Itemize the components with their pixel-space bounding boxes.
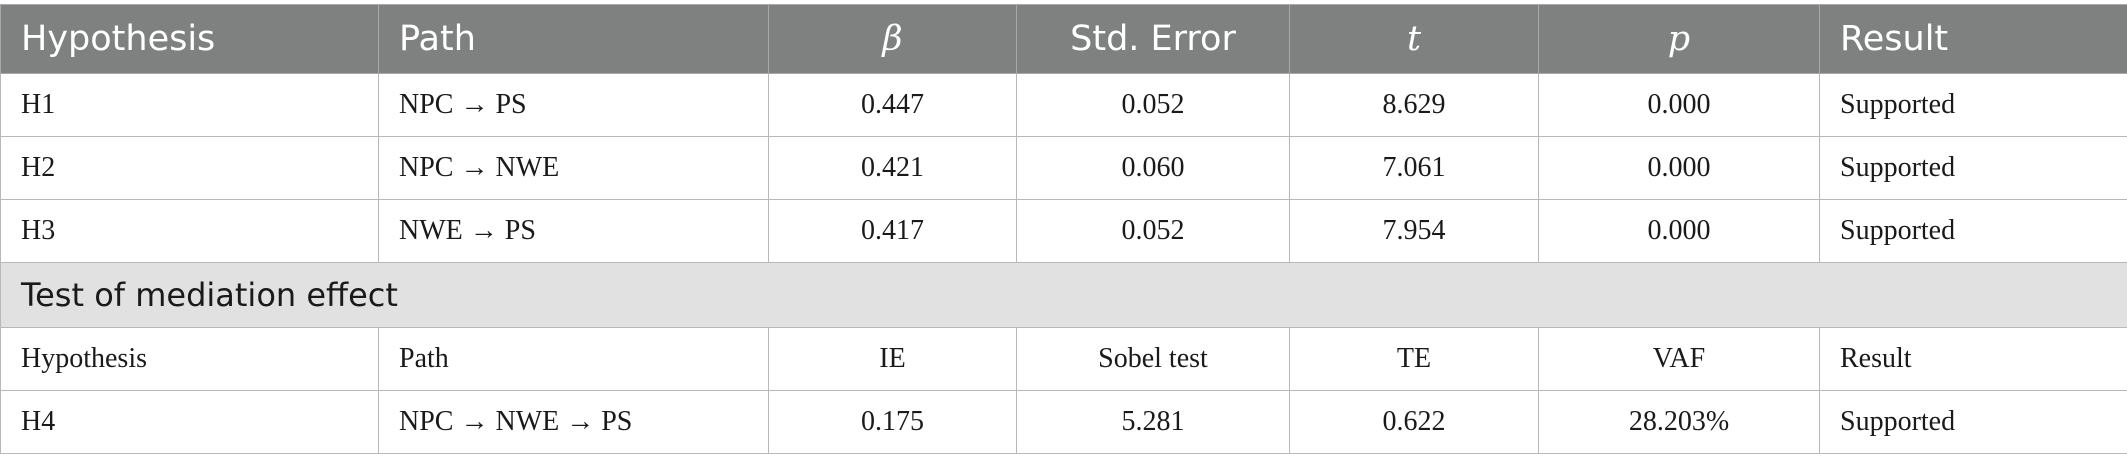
cell-sobel-test: 5.281 bbox=[1016, 390, 1290, 454]
cell-hypothesis: H4 bbox=[0, 390, 379, 454]
cell-t: 8.629 bbox=[1289, 73, 1539, 137]
table-row: H1 NPC → PS 0.447 0.052 8.629 0.000 Supp… bbox=[0, 73, 2127, 137]
mediation-header-te: TE bbox=[1289, 327, 1539, 391]
mediation-header-row: Hypothesis Path IE Sobel test TE VAF Res… bbox=[0, 327, 2127, 391]
cell-p: 0.000 bbox=[1538, 199, 1820, 263]
mediation-header-hypothesis: Hypothesis bbox=[0, 327, 379, 391]
header-p: p bbox=[1538, 4, 1820, 74]
cell-t: 7.954 bbox=[1289, 199, 1539, 263]
cell-std-error: 0.060 bbox=[1016, 136, 1290, 200]
header-path: Path bbox=[378, 4, 769, 74]
table-row: H4 NPC → NWE → PS 0.175 5.281 0.622 28.2… bbox=[0, 390, 2127, 454]
cell-vaf: 28.203% bbox=[1538, 390, 1820, 454]
cell-beta: 0.421 bbox=[768, 136, 1017, 200]
table-header-row: Hypothesis Path β Std. Error t p Result bbox=[0, 4, 2127, 74]
cell-p: 0.000 bbox=[1538, 73, 1820, 137]
cell-beta: 0.447 bbox=[768, 73, 1017, 137]
cell-hypothesis: H1 bbox=[0, 73, 379, 137]
header-result: Result bbox=[1819, 4, 2127, 74]
cell-t: 7.061 bbox=[1289, 136, 1539, 200]
mediation-header-ie: IE bbox=[768, 327, 1017, 391]
section-title: Test of mediation effect bbox=[0, 262, 2127, 328]
mediation-header-path: Path bbox=[378, 327, 769, 391]
mediation-header-vaf: VAF bbox=[1538, 327, 1820, 391]
header-t: t bbox=[1289, 4, 1539, 74]
cell-ie: 0.175 bbox=[768, 390, 1017, 454]
cell-path: NPC → NWE bbox=[378, 136, 769, 200]
cell-result: Supported bbox=[1819, 136, 2127, 200]
cell-std-error: 0.052 bbox=[1016, 73, 1290, 137]
mediation-header-sobel-test: Sobel test bbox=[1016, 327, 1290, 391]
cell-path: NWE → PS bbox=[378, 199, 769, 263]
section-row: Test of mediation effect bbox=[0, 262, 2127, 328]
header-hypothesis: Hypothesis bbox=[0, 4, 379, 74]
header-std-error: Std. Error bbox=[1016, 4, 1290, 74]
cell-beta: 0.417 bbox=[768, 199, 1017, 263]
cell-path: NPC → PS bbox=[378, 73, 769, 137]
cell-te: 0.622 bbox=[1289, 390, 1539, 454]
hypothesis-results-table: Hypothesis Path β Std. Error t p Result … bbox=[0, 4, 2127, 454]
cell-result: Supported bbox=[1819, 390, 2127, 454]
cell-hypothesis: H2 bbox=[0, 136, 379, 200]
table-row: H3 NWE → PS 0.417 0.052 7.954 0.000 Supp… bbox=[0, 199, 2127, 263]
cell-result: Supported bbox=[1819, 73, 2127, 137]
cell-std-error: 0.052 bbox=[1016, 199, 1290, 263]
cell-p: 0.000 bbox=[1538, 136, 1820, 200]
cell-result: Supported bbox=[1819, 199, 2127, 263]
cell-hypothesis: H3 bbox=[0, 199, 379, 263]
mediation-header-result: Result bbox=[1819, 327, 2127, 391]
header-beta: β bbox=[768, 4, 1017, 74]
cell-path: NPC → NWE → PS bbox=[378, 390, 769, 454]
table-row: H2 NPC → NWE 0.421 0.060 7.061 0.000 Sup… bbox=[0, 136, 2127, 200]
